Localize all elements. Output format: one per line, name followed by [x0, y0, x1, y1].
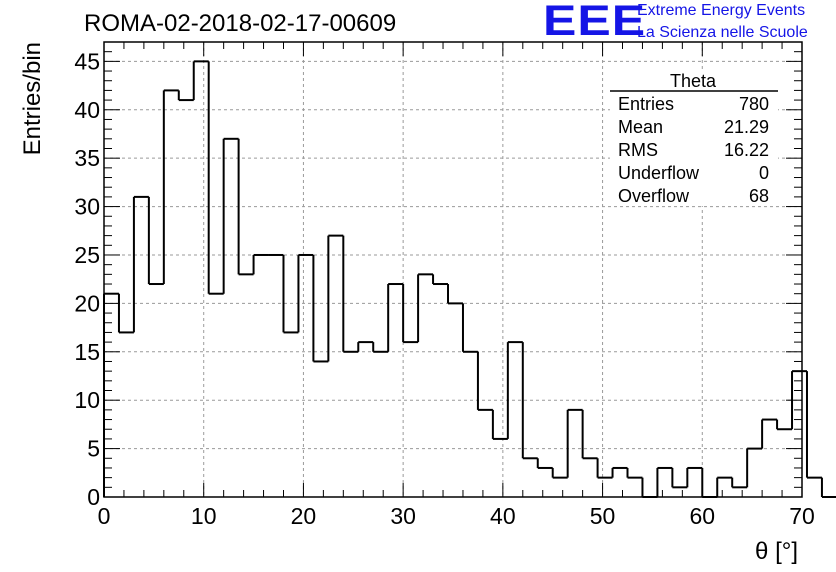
stats-box	[610, 70, 778, 206]
plot-frame	[103, 41, 803, 498]
logo-subtitle-1: Extreme Energy Events	[637, 2, 806, 19]
logo-subtitle-2: La Scienza nelle Scuole	[637, 24, 808, 41]
stats-value: 68	[749, 186, 769, 206]
stats-value: 780	[739, 94, 769, 114]
stats-label: Overflow	[618, 186, 690, 206]
stats-value: 16.22	[724, 140, 769, 160]
stats-label: Mean	[618, 117, 663, 137]
x-tick-label: 50	[590, 503, 616, 529]
x-tick-label: 20	[291, 503, 317, 529]
x-tick-label: 30	[390, 503, 416, 529]
x-tick-label: 70	[789, 503, 815, 529]
y-tick-label: 35	[74, 145, 100, 171]
x-axis-label: θ [°]	[755, 538, 798, 565]
stats-label: Entries	[618, 94, 674, 114]
stats-value: 0	[759, 163, 769, 183]
y-tick-label: 0	[87, 484, 100, 510]
y-tick-label: 10	[74, 387, 100, 413]
y-tick-label: 20	[74, 290, 100, 316]
eee-logo: EEE	[543, 0, 647, 45]
stats-value: 21.29	[724, 117, 769, 137]
y-tick-label: 40	[74, 97, 100, 123]
x-tick-label: 10	[191, 503, 217, 529]
y-tick-label: 30	[74, 194, 100, 220]
stats-box-title: Theta	[670, 71, 717, 91]
y-tick-label: 45	[74, 48, 100, 74]
stats-label: RMS	[618, 140, 658, 160]
run-title: ROMA-02-2018-02-17-00609	[84, 10, 397, 37]
x-tick-label: 0	[98, 503, 111, 529]
y-tick-label: 15	[74, 339, 100, 365]
x-tick-label: 60	[689, 503, 715, 529]
y-tick-label: 5	[87, 436, 100, 462]
stats-label: Underflow	[618, 163, 700, 183]
x-tick-label: 40	[490, 503, 516, 529]
y-axis-label: Entries/bin	[19, 42, 46, 155]
y-tick-label: 25	[74, 242, 100, 268]
